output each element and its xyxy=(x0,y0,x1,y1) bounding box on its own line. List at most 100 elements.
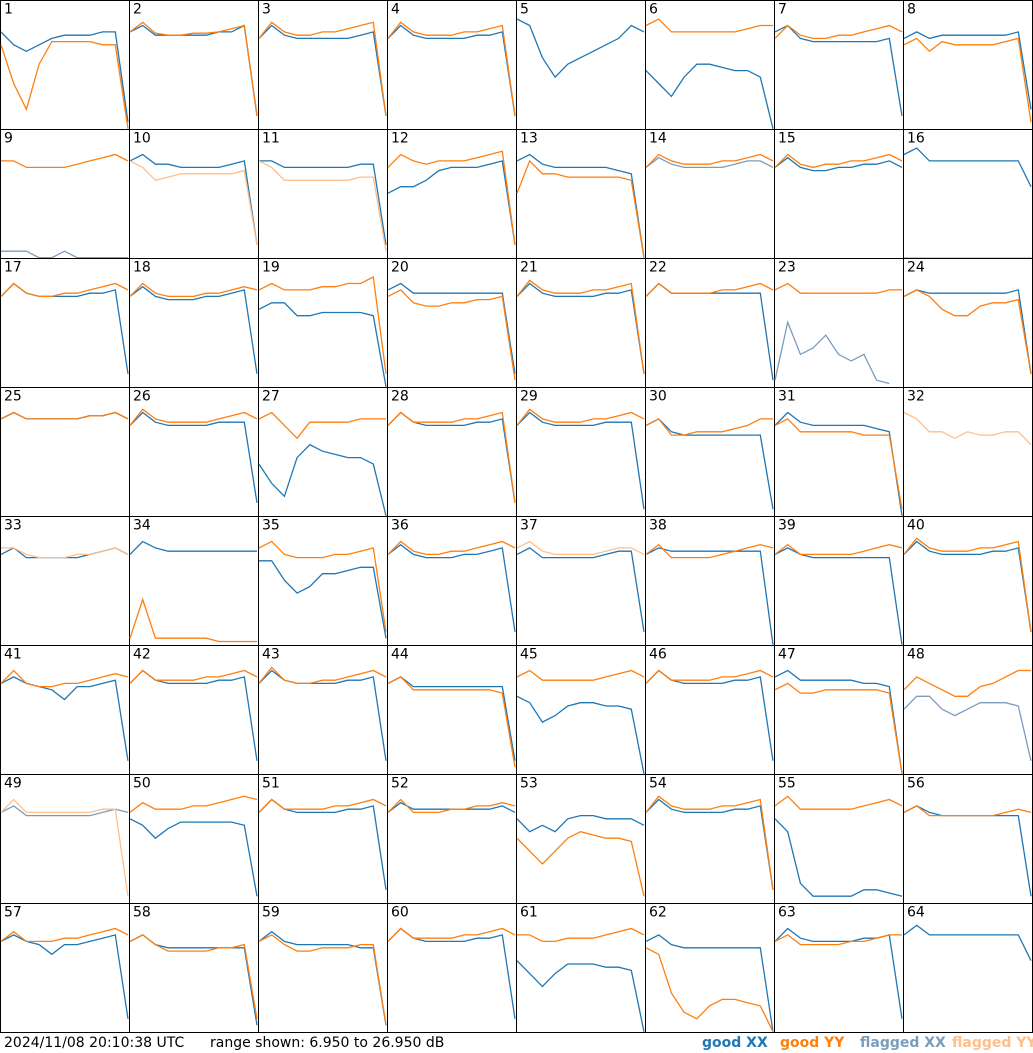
trace-yy xyxy=(129,282,258,298)
panel-frame xyxy=(387,903,517,1033)
trace-xx xyxy=(387,282,516,374)
panel-frame xyxy=(516,129,646,259)
trace-xx xyxy=(774,411,903,516)
trace-xx xyxy=(903,289,1032,374)
panel-frame xyxy=(774,645,904,775)
panel-frame xyxy=(903,516,1033,646)
panel-label: 59 xyxy=(262,905,280,921)
trace-xx xyxy=(129,285,258,374)
legend-entry: good YY xyxy=(780,1035,845,1051)
trace-yy xyxy=(903,537,1032,632)
trace-yy xyxy=(387,540,516,556)
trace-yy xyxy=(387,411,516,503)
trace-xx xyxy=(0,934,129,1019)
panel-frame xyxy=(0,645,130,775)
trace-yy xyxy=(0,40,129,129)
trace-yy xyxy=(387,21,516,116)
trace-yy xyxy=(645,418,773,436)
panel-label: 16 xyxy=(907,131,925,147)
trace-yy xyxy=(645,795,774,890)
panel-frame xyxy=(516,645,646,775)
trace-yy xyxy=(645,153,774,168)
trace-yy xyxy=(129,669,258,684)
trace-xx xyxy=(129,818,258,897)
trace-yy xyxy=(387,798,516,814)
panel-frame xyxy=(0,258,130,388)
legend-entry: flagged XX xyxy=(860,1035,946,1051)
panel-frame xyxy=(645,387,775,517)
panel-frame xyxy=(903,645,1033,775)
panel-frame xyxy=(258,645,388,775)
trace-xx xyxy=(645,669,774,761)
panel-label: 2 xyxy=(133,2,142,18)
trace-xx xyxy=(645,156,774,169)
trace-xx xyxy=(774,669,903,774)
trace-xx xyxy=(516,18,645,79)
panel-frame xyxy=(774,0,904,130)
trace-xx xyxy=(129,934,258,1026)
trace-xx xyxy=(516,547,645,632)
panel-frame xyxy=(129,258,259,388)
panel-label: 20 xyxy=(391,260,409,276)
panel-frame xyxy=(0,774,130,904)
panel-frame xyxy=(258,129,388,259)
trace-yy xyxy=(258,276,387,374)
trace-yy xyxy=(516,159,645,258)
panel-label: 55 xyxy=(778,776,796,792)
trace-yy xyxy=(258,411,386,440)
panel-label: 22 xyxy=(649,260,667,276)
trace-xx xyxy=(903,31,1032,110)
panel-label: 4 xyxy=(391,2,400,18)
trace-yy xyxy=(387,927,516,942)
panel-frame xyxy=(129,903,259,1033)
trace-yy xyxy=(516,669,645,681)
trace-xx xyxy=(903,147,1032,187)
trace-xx xyxy=(129,669,258,761)
panel-frame xyxy=(129,387,259,517)
panel-label: 64 xyxy=(907,905,925,921)
panel-frame xyxy=(645,903,775,1033)
trace-yy xyxy=(516,408,645,426)
panel-label: 47 xyxy=(778,647,796,663)
trace-xx xyxy=(1,250,128,259)
trace-xx xyxy=(774,818,903,897)
trace-yy xyxy=(0,927,129,943)
trace-yy xyxy=(258,21,387,116)
trace-yy xyxy=(258,666,387,685)
panel-label: 19 xyxy=(262,260,280,276)
panel-frame xyxy=(0,129,130,259)
panel-label: 49 xyxy=(4,776,22,792)
panel-frame xyxy=(774,903,904,1033)
trace-xx xyxy=(258,302,387,387)
trace-yy xyxy=(387,676,516,768)
panel-label: 46 xyxy=(649,647,667,663)
panel-frame xyxy=(129,129,259,259)
panel-label: 43 xyxy=(262,647,280,663)
trace-yy xyxy=(258,540,387,632)
trace-yy xyxy=(645,543,774,559)
panel-frame xyxy=(258,516,388,646)
trace-yy xyxy=(387,289,516,381)
trace-xx xyxy=(645,547,774,645)
trace-xx xyxy=(129,153,258,245)
panel-label: 40 xyxy=(907,518,925,534)
panel-frame xyxy=(258,774,388,904)
panel-label: 42 xyxy=(133,647,151,663)
trace-yy xyxy=(774,543,903,556)
trace-xx xyxy=(387,24,516,116)
panel-frame xyxy=(645,129,775,259)
trace-xx xyxy=(774,547,903,645)
panel-label: 41 xyxy=(4,647,22,663)
trace-yy xyxy=(645,18,773,33)
trace-xx xyxy=(129,411,258,503)
panel-frame xyxy=(645,774,775,904)
panel-label: 34 xyxy=(133,518,151,534)
panel-label: 18 xyxy=(133,260,151,276)
trace-yy xyxy=(774,153,903,169)
trace-xx xyxy=(387,927,516,1019)
panel-frame xyxy=(903,903,1033,1033)
panel-frame xyxy=(387,516,517,646)
panel-label: 24 xyxy=(907,260,925,276)
panel-frame xyxy=(387,258,517,388)
